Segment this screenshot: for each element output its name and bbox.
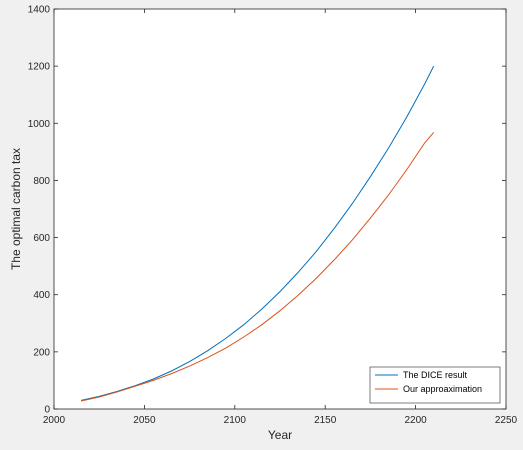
series-line-2 <box>80 132 435 402</box>
y-tick-label: 1200 <box>28 62 51 73</box>
x-axis-label: Year <box>268 428 292 442</box>
legend: The DICE result Our approaximation <box>369 366 501 404</box>
y-tick-label: 800 <box>33 176 50 187</box>
y-tick-label: 400 <box>33 290 50 301</box>
x-tick-label: 2000 <box>43 415 66 426</box>
x-tick-label: 2200 <box>404 415 427 426</box>
y-axis-label: The optimal carbon tax <box>9 148 23 270</box>
legend-box <box>369 366 501 404</box>
plot-area <box>53 8 507 410</box>
series-line-1 <box>80 65 435 401</box>
y-tick-label: 1000 <box>28 119 51 130</box>
y-tick-label: 200 <box>33 347 50 358</box>
y-tick-label: 0 <box>44 405 50 416</box>
legend-entry: Our approaximation <box>403 384 482 394</box>
legend-entry: The DICE result <box>403 370 468 380</box>
x-tick-label: 2250 <box>495 415 518 426</box>
axis-ticks: 2000 2050 2100 2150 2200 2250 0 200 400 600 800 100… <box>28 5 518 427</box>
x-tick-label: 2150 <box>314 415 337 426</box>
y-tick-label: 600 <box>33 233 50 244</box>
y-tick-label: 1400 <box>28 5 51 16</box>
x-tick-label: 2050 <box>133 415 156 426</box>
series-lines <box>80 65 435 402</box>
x-tick-label: 2100 <box>224 415 247 426</box>
